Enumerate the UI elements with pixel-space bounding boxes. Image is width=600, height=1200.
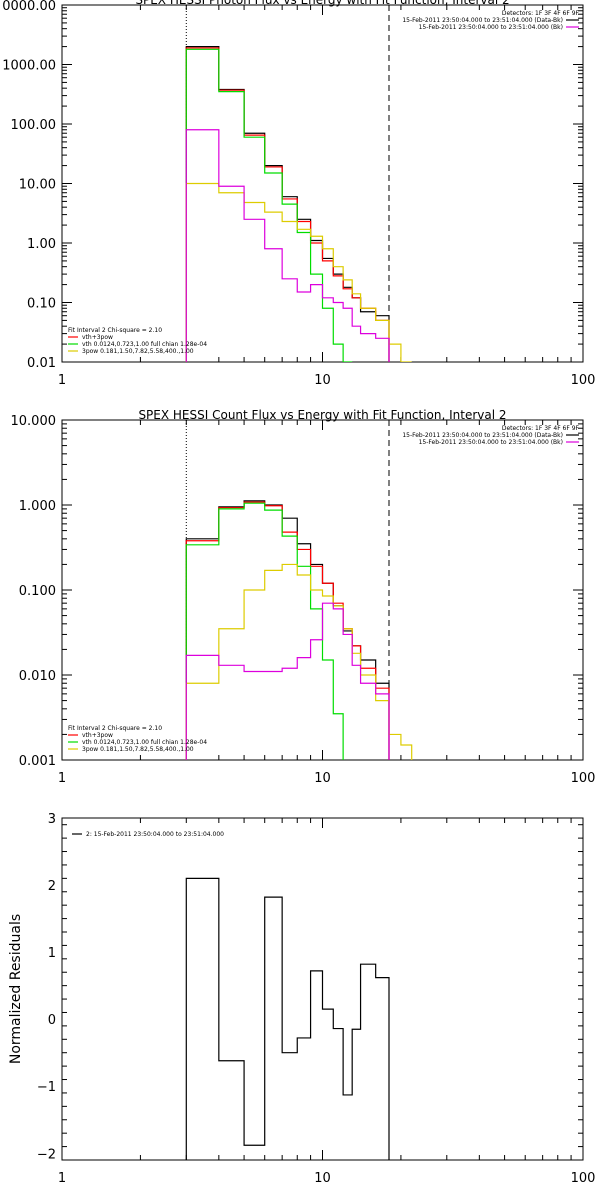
series-line [185, 48, 353, 362]
photon-flux-panel: SPEX HESSI Photon Flux vs Energy with Fi… [2, 0, 595, 388]
legend-label: 2: 15-Feb-2011 23:50:04.000 to 23:51:04.… [86, 831, 224, 838]
x-tick-label: 1 [58, 1171, 66, 1186]
y-tick-label: 0.001 [19, 754, 56, 769]
fit-header: Fit Interval 2 Chi-square = 2.10 [68, 725, 162, 732]
y-tick-label: 1 [48, 946, 56, 961]
y-tick-label: 0 [48, 1013, 56, 1028]
legend-label: vth 0.0124,0.723,1.00 full chian 1.28e-0… [82, 341, 207, 348]
interval-label: 15-Feb-2011 23:50:04.000 to 23:51:04.000… [419, 439, 563, 446]
series-line [185, 129, 390, 362]
legend-label: vth+3pow [82, 732, 113, 739]
data-layer [185, 500, 413, 760]
x-tick-label: 10 [314, 1171, 331, 1186]
y-tick-label: −2 [37, 1147, 56, 1162]
y-tick-label: 0000.00 [2, 0, 56, 14]
y-tick-label: 0.010 [19, 669, 56, 684]
legend-label: 3pow 0.181,1.50,7.82,5.58,400.,1.00 [82, 746, 194, 753]
y-tick-label: 3 [48, 812, 56, 827]
y-tick-label: 1.00 [27, 237, 56, 252]
series-line [185, 602, 390, 760]
x-tick-label: 10 [314, 373, 331, 388]
interval-label: 15-Feb-2011 23:50:04.000 to 23:51:04.000… [402, 432, 563, 439]
series-line [185, 502, 344, 760]
y-tick-label: 10.00 [19, 178, 56, 193]
x-tick-label: 100 [571, 1171, 596, 1186]
chart-title: SPEX HESSI Photon Flux vs Energy with Fi… [135, 0, 509, 7]
x-tick-label: 1 [58, 373, 66, 388]
y-tick-label: 0.100 [19, 584, 56, 599]
residuals-panel: 1 10 100 −2 −1 0 1 2 3 Normalized Residuals 2: 15-… [8, 812, 595, 1186]
data-layer [185, 877, 390, 1160]
legend-label: vth+3pow [82, 334, 113, 341]
legend-label: 3pow 0.181,1.50,7.82,5.58,400.,1.00 [82, 348, 194, 355]
y-tick-label: 2 [48, 879, 56, 894]
series-line [185, 877, 390, 1160]
fit-header: Fit Interval 2 Chi-square = 2.10 [68, 327, 162, 334]
y-tick-label: 0.01 [27, 356, 56, 371]
y-tick-label: −1 [37, 1080, 56, 1095]
detectors-label: Detectors: 1F 3F 4F 6F 9F [502, 425, 580, 432]
interval-label: 15-Feb-2011 23:50:04.000 to 23:51:04.000… [402, 17, 563, 24]
count-flux-panel: SPEX HESSI Count Flux vs Energy with Fit… [11, 408, 596, 786]
y-tick-label: 1.000 [19, 499, 56, 514]
x-tick-label: 100 [571, 771, 596, 786]
y-tick-label: 1000.00 [2, 59, 56, 74]
series-line [185, 563, 413, 760]
x-tick-label: 10 [314, 771, 331, 786]
y-tick-label: 10.000 [11, 414, 57, 429]
x-tick-label: 100 [571, 373, 596, 388]
y-tick-label: 0.10 [27, 297, 56, 312]
legend-label: vth 0.0124,0.723,1.00 full chian 1.28e-0… [82, 739, 207, 746]
interval-label: 15-Feb-2011 23:50:04.000 to 23:51:04.000… [419, 24, 563, 31]
y-tick-label: 100.00 [11, 118, 57, 133]
y-axis-label: Normalized Residuals [8, 914, 24, 1064]
data-layer [185, 45, 412, 362]
detectors-label: Detectors: 1F 3F 4F 6F 9F [502, 10, 580, 17]
chart-title: SPEX HESSI Count Flux vs Energy with Fit… [138, 408, 506, 422]
x-tick-label: 1 [58, 771, 66, 786]
